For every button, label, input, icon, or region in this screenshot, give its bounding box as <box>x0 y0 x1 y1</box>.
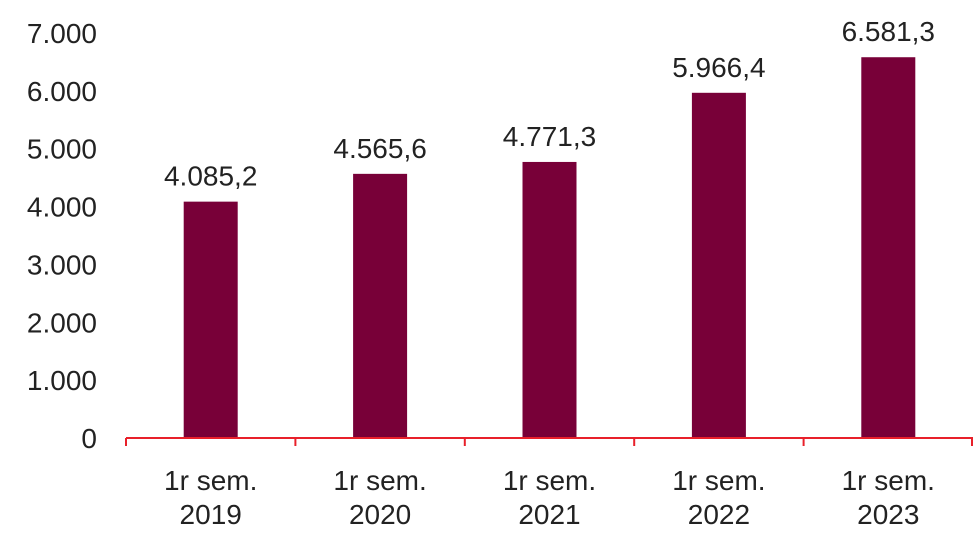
x-tick-label-line2: 2023 <box>857 499 919 529</box>
bars <box>183 57 916 439</box>
y-tick-label: 5.000 <box>27 134 97 165</box>
data-label: 6.581,3 <box>842 16 935 47</box>
y-tick-label: 6.000 <box>27 76 97 107</box>
bar <box>353 173 408 439</box>
data-label: 4.565,6 <box>333 133 426 164</box>
x-tick-label-line1: 1r sem. <box>842 465 935 496</box>
x-tick-label-line1: 1r sem. <box>164 465 257 496</box>
y-tick-label: 4.000 <box>27 192 97 223</box>
x-axis <box>125 437 973 446</box>
x-tick-label-line2: 2022 <box>688 499 750 529</box>
y-axis-tick-labels: 0 1.000 2.000 3.000 4.000 5.000 6.000 7.000 <box>27 18 97 454</box>
y-tick-label: 0 <box>81 423 97 454</box>
bar <box>183 201 238 438</box>
data-labels: 4.085,2 4.565,6 4.771,3 5.966,4 6.581,3 <box>164 16 935 191</box>
x-tick-label-line2: 2021 <box>518 499 580 529</box>
y-tick-label: 1.000 <box>27 365 97 396</box>
y-tick-label: 7.000 <box>27 18 97 49</box>
x-tick-label-line1: 1r sem. <box>672 465 765 496</box>
y-tick-label: 3.000 <box>27 249 97 280</box>
x-tick-label-line1: 1r sem. <box>503 465 596 496</box>
data-label: 5.966,4 <box>672 52 765 83</box>
data-label: 4.771,3 <box>503 121 596 152</box>
data-label: 4.085,2 <box>164 161 257 192</box>
x-tick-label-line1: 1r sem. <box>333 465 426 496</box>
bar <box>861 57 916 438</box>
y-tick-label: 2.000 <box>27 307 97 338</box>
bar <box>522 161 577 438</box>
bar <box>691 92 746 438</box>
x-tick-label-line2: 2019 <box>180 499 242 529</box>
x-tick-label-line2: 2020 <box>349 499 411 529</box>
